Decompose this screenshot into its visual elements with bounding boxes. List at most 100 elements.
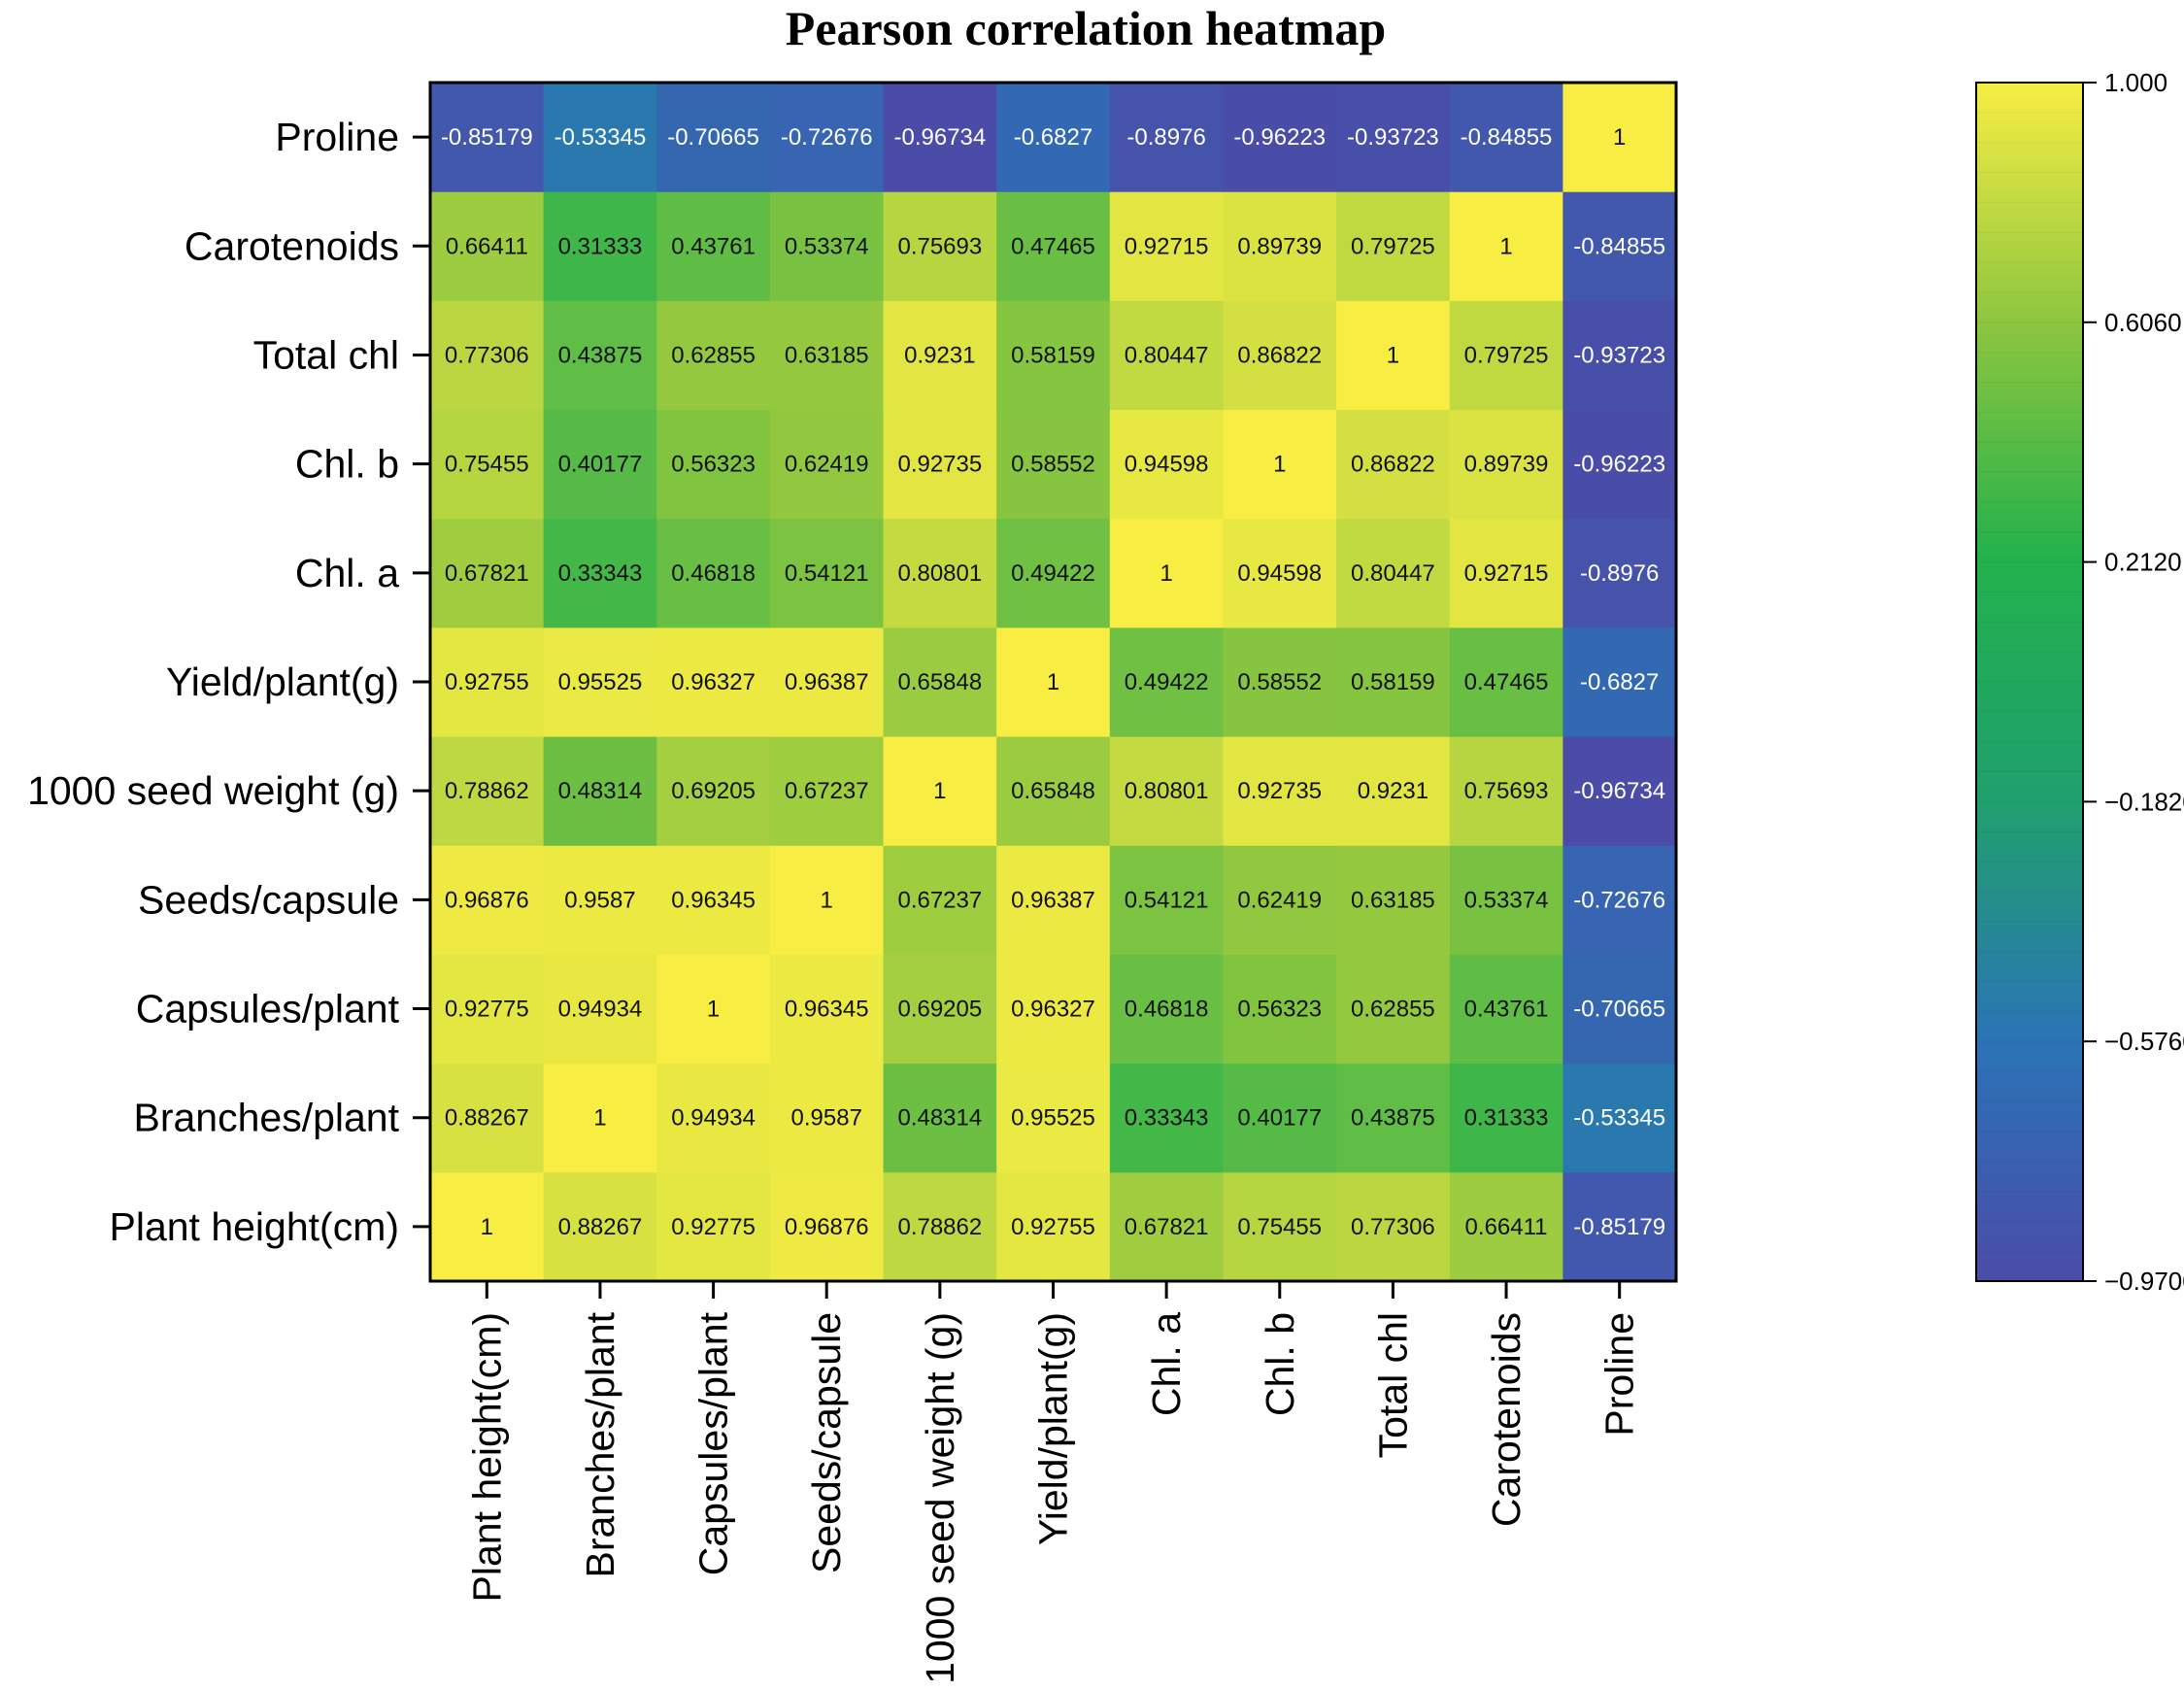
heatmap-cell xyxy=(430,83,545,192)
cell-value-label: 0.58159 xyxy=(1351,669,1435,695)
x-tick-label: Total chl xyxy=(1370,1312,1415,1458)
cell-value-label: -0.8976 xyxy=(1126,124,1205,151)
heatmap-cell xyxy=(430,1171,545,1282)
heatmap-cell xyxy=(1223,300,1337,411)
x-tick-label: Carotenoids xyxy=(1484,1312,1529,1527)
cell-value-label: -0.72676 xyxy=(1573,887,1665,913)
heatmap-cell xyxy=(1109,954,1224,1065)
heatmap-cell xyxy=(769,191,885,301)
colorbar-tick-label: −0.9700 xyxy=(2104,1267,2184,1296)
heatmap-cell xyxy=(1449,626,1563,737)
cell-value-label: -0.96223 xyxy=(1573,452,1665,478)
heatmap-cell xyxy=(1109,626,1224,737)
cell-value-label: 1 xyxy=(1159,560,1172,587)
cell-value-label: -0.85179 xyxy=(1573,1214,1665,1240)
heatmap-cell xyxy=(1109,1063,1224,1173)
cell-value-label: 0.62855 xyxy=(1351,997,1435,1023)
cell-value-label: 0.96387 xyxy=(1011,887,1095,913)
heatmap-cell xyxy=(769,300,885,411)
cell-value-label: 0.65848 xyxy=(897,669,982,695)
cell-value-label: 0.94934 xyxy=(558,997,643,1023)
heatmap-cell xyxy=(769,626,885,737)
cell-value-label: -0.96734 xyxy=(893,124,986,151)
cell-value-label: 0.92755 xyxy=(445,669,529,695)
cell-value-label: 0.94934 xyxy=(671,1105,756,1132)
y-tick-label: 1000 seed weight (g) xyxy=(27,768,399,813)
heatmap-cell xyxy=(430,845,545,955)
cell-value-label: 1 xyxy=(1387,342,1399,368)
heatmap-cell xyxy=(656,845,771,955)
heatmap-cell xyxy=(1562,409,1677,520)
cell-value-label: 0.58552 xyxy=(1011,452,1095,478)
heatmap-cell xyxy=(1223,83,1337,192)
heatmap-cell xyxy=(769,83,885,192)
x-tick-label: Branches/plant xyxy=(578,1311,622,1577)
cell-value-label: 0.79725 xyxy=(1464,342,1549,368)
heatmap-cell xyxy=(1449,1063,1563,1173)
heatmap-cell xyxy=(996,300,1111,411)
y-tick-label: Yield/plant(g) xyxy=(166,659,399,704)
heatmap-cell xyxy=(1449,300,1563,411)
cell-value-label: 0.88267 xyxy=(445,1105,529,1132)
cell-value-label: -0.96734 xyxy=(1573,778,1665,804)
heatmap-cell xyxy=(996,518,1111,628)
heatmap-cell xyxy=(430,736,545,846)
cell-value-label: 0.54121 xyxy=(785,560,869,587)
cell-value-label: 0.47465 xyxy=(1464,669,1549,695)
heatmap-cell xyxy=(996,845,1111,955)
heatmap-cell xyxy=(1449,1171,1563,1282)
cell-value-label: 0.58552 xyxy=(1237,669,1322,695)
cell-value-label: 0.86822 xyxy=(1351,452,1435,478)
heatmap-cell xyxy=(430,1063,545,1173)
heatmap-cell xyxy=(1109,83,1224,192)
cell-value-label: 0.94598 xyxy=(1125,452,1209,478)
cell-value-label: 0.67237 xyxy=(897,887,982,913)
heatmap-cell xyxy=(1336,954,1451,1065)
colorbar-tick-label: 0.6060 xyxy=(2104,308,2182,337)
heatmap-cell xyxy=(1109,409,1224,520)
cell-value-label: 0.95525 xyxy=(558,669,643,695)
cell-value-label: -0.84855 xyxy=(1573,233,1665,259)
heatmap-cell xyxy=(883,954,997,1065)
cell-value-label: 1 xyxy=(481,1214,493,1240)
cell-value-label: 0.54121 xyxy=(1125,887,1209,913)
colorbar-gradient xyxy=(1976,83,2083,1281)
cell-value-label: -0.70665 xyxy=(1573,997,1665,1023)
cell-value-label: 0.65848 xyxy=(1011,778,1095,804)
cell-value-label: -0.6827 xyxy=(1580,669,1659,695)
heatmap-cell xyxy=(656,1063,771,1173)
x-tick-label: 1000 seed weight (g) xyxy=(918,1312,962,1684)
heatmap-cell xyxy=(1223,954,1337,1065)
heatmap-cell xyxy=(1336,1171,1451,1282)
cell-value-label: 0.92755 xyxy=(1011,1214,1095,1240)
heatmap-cell xyxy=(656,626,771,737)
heatmap-cell xyxy=(543,518,657,628)
cell-value-label: -0.93723 xyxy=(1347,124,1439,151)
cell-value-label: 0.63185 xyxy=(1351,887,1435,913)
heatmap-cell xyxy=(430,626,545,737)
cell-value-label: 0.43875 xyxy=(558,342,643,368)
heatmap-cell xyxy=(769,954,885,1065)
x-tick-label: Seeds/capsule xyxy=(804,1312,849,1573)
heatmap-cell xyxy=(1562,845,1677,955)
cell-value-label: -0.72676 xyxy=(781,124,873,151)
heatmap-cell xyxy=(883,1063,997,1173)
cell-value-label: 0.96327 xyxy=(671,669,756,695)
cell-value-label: 1 xyxy=(1613,124,1626,151)
heatmap-cell xyxy=(883,845,997,955)
heatmap-cell xyxy=(769,518,885,628)
heatmap-cell xyxy=(656,191,771,301)
heatmap-cell xyxy=(996,954,1111,1065)
heatmap-cell xyxy=(883,736,997,846)
heatmap-cell xyxy=(1336,736,1451,846)
heatmap-cell xyxy=(656,736,771,846)
cell-value-label: 0.53374 xyxy=(1464,887,1549,913)
heatmap-cell xyxy=(883,191,997,301)
heatmap-cell xyxy=(883,409,997,520)
heatmap-cell xyxy=(430,518,545,628)
heatmap-cell xyxy=(543,300,657,411)
cell-value-label: 0.75693 xyxy=(897,233,982,259)
x-tick-label: Yield/plant(g) xyxy=(1031,1312,1076,1545)
cell-value-label: 0.62855 xyxy=(671,342,756,368)
